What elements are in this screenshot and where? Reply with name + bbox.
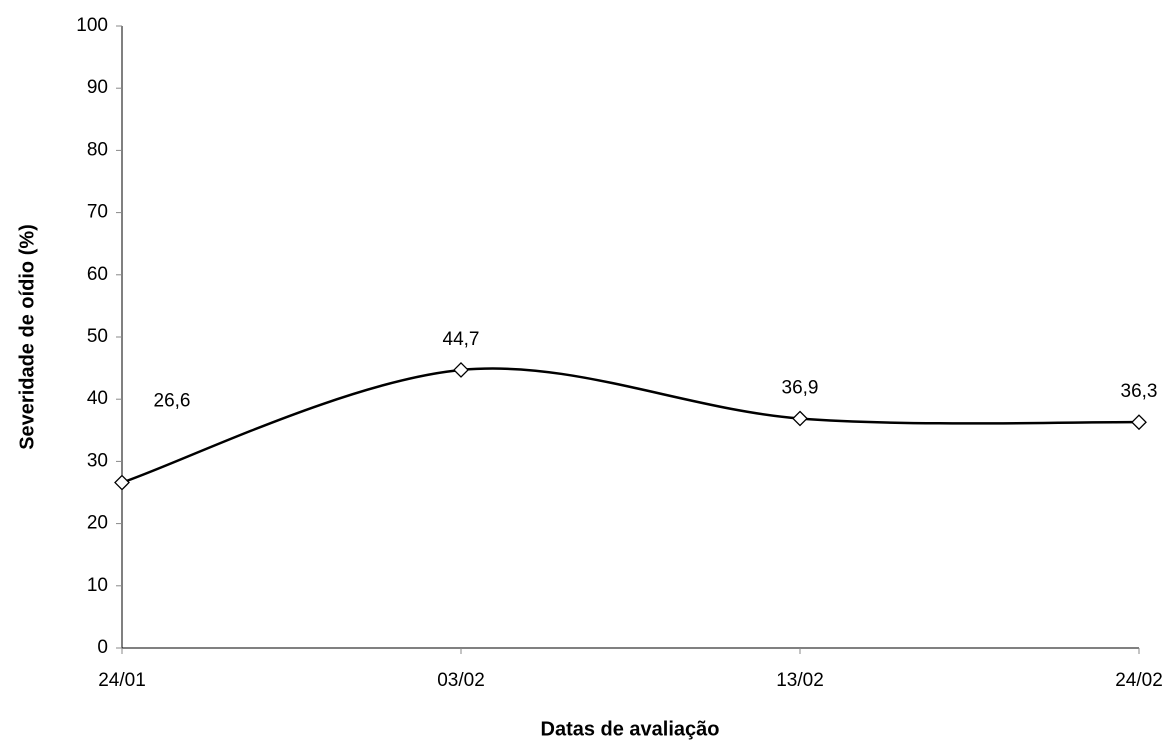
y-tick-label: 40 [87,388,108,409]
data-line [121,367,1140,484]
y-tick-label: 100 [76,15,108,36]
value-label: 36,3 [1121,381,1158,402]
marker [792,410,808,427]
y-tick-label: 0 [97,637,108,658]
y-tick-label: 80 [87,139,108,160]
y-tick-label: 60 [87,264,108,285]
y-tick-label: 20 [87,513,108,534]
x-tick-label: 03/02 [437,670,485,691]
marker [1131,414,1147,431]
y-tick-label: 10 [87,575,108,596]
value-label: 36,9 [782,377,819,398]
y-tick-label: 70 [87,202,108,223]
x-tick-label: 13/02 [776,670,824,691]
y-axis-title: Severidade de oídio (%) [16,224,38,450]
value-label: 44,7 [443,329,480,350]
marker [114,474,130,491]
x-axis-title: Datas de avaliação [541,718,720,740]
x-tick-label: 24/01 [98,670,146,691]
y-tick-label: 50 [87,326,108,347]
x-tick-label: 24/02 [1115,670,1163,691]
y-tick-label: 90 [87,77,108,98]
marker [453,362,469,378]
y-tick-label: 30 [87,450,108,471]
value-label: 26,6 [154,391,191,412]
